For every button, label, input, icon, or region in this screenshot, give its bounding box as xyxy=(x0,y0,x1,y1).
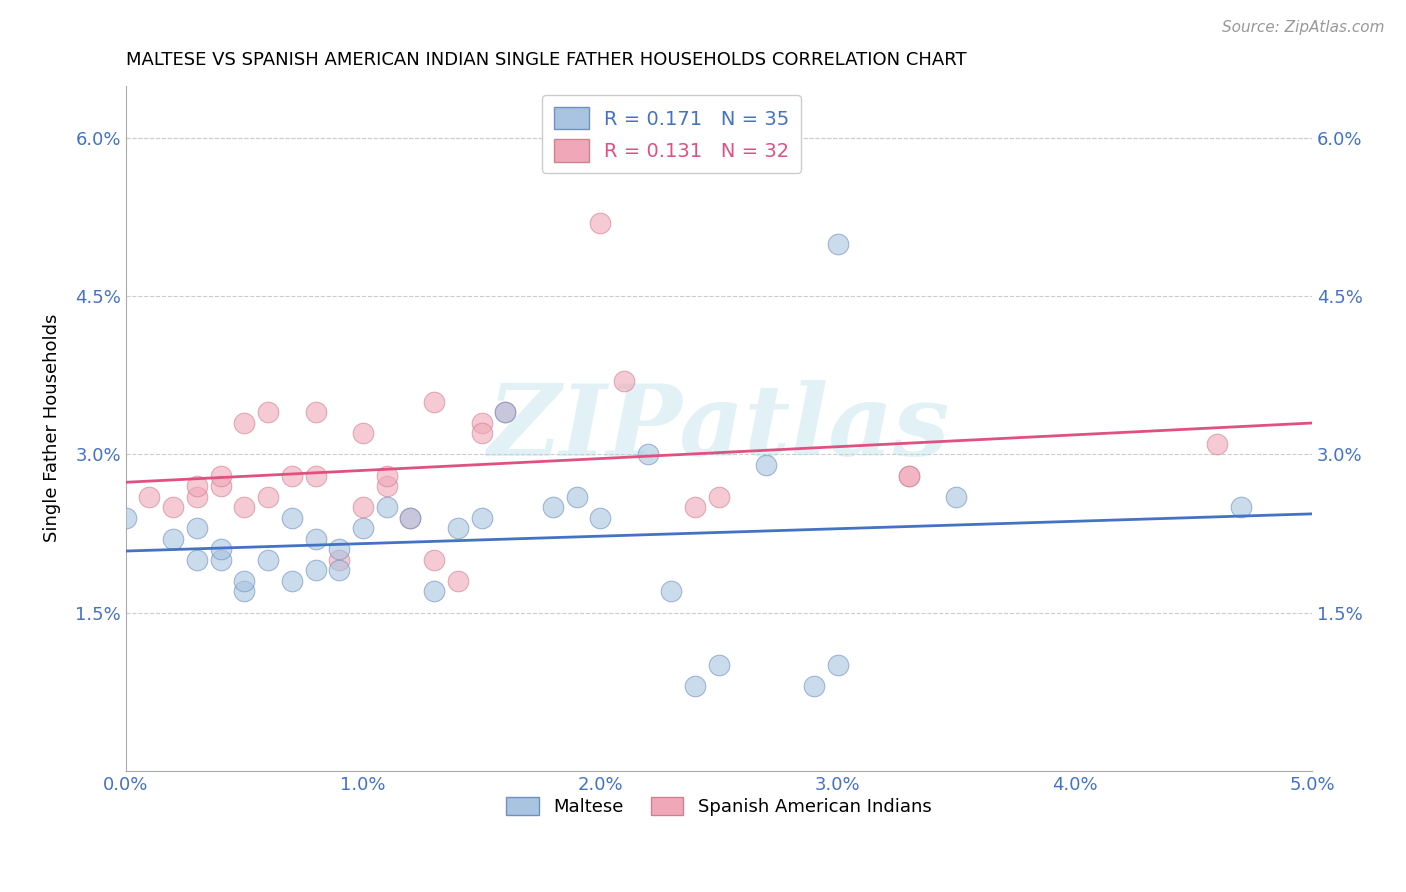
Point xyxy=(375,468,398,483)
Point xyxy=(233,574,256,588)
Point xyxy=(162,500,184,515)
Point xyxy=(304,563,326,577)
Point xyxy=(589,215,612,229)
Point xyxy=(328,553,350,567)
Point xyxy=(233,584,256,599)
Y-axis label: Single Father Households: Single Father Households xyxy=(44,314,60,542)
Point xyxy=(138,490,160,504)
Point xyxy=(257,490,280,504)
Point xyxy=(209,468,232,483)
Point xyxy=(186,490,208,504)
Point xyxy=(827,236,849,251)
Point xyxy=(375,479,398,493)
Text: ZIPatlas: ZIPatlas xyxy=(488,380,950,476)
Point xyxy=(281,574,304,588)
Point xyxy=(257,405,280,419)
Point xyxy=(233,416,256,430)
Point xyxy=(565,490,588,504)
Point xyxy=(447,574,470,588)
Point xyxy=(707,658,730,673)
Point xyxy=(613,374,636,388)
Point xyxy=(423,553,446,567)
Legend: Maltese, Spanish American Indians: Maltese, Spanish American Indians xyxy=(499,789,939,823)
Point xyxy=(637,447,659,461)
Point xyxy=(1206,437,1229,451)
Point xyxy=(1230,500,1253,515)
Point xyxy=(447,521,470,535)
Point xyxy=(162,532,184,546)
Point xyxy=(114,510,136,524)
Point xyxy=(707,490,730,504)
Point xyxy=(281,510,304,524)
Point xyxy=(399,510,422,524)
Point xyxy=(494,405,516,419)
Point xyxy=(209,479,232,493)
Point xyxy=(423,394,446,409)
Point xyxy=(897,468,920,483)
Point xyxy=(399,510,422,524)
Point xyxy=(186,479,208,493)
Point xyxy=(661,584,683,599)
Point xyxy=(897,468,920,483)
Point xyxy=(683,500,706,515)
Point xyxy=(683,679,706,693)
Point xyxy=(186,521,208,535)
Point xyxy=(328,542,350,557)
Text: Source: ZipAtlas.com: Source: ZipAtlas.com xyxy=(1222,20,1385,35)
Point xyxy=(494,405,516,419)
Point xyxy=(257,553,280,567)
Point xyxy=(589,510,612,524)
Point xyxy=(352,500,374,515)
Point xyxy=(541,500,564,515)
Point xyxy=(209,542,232,557)
Point xyxy=(803,679,825,693)
Point xyxy=(209,553,232,567)
Text: MALTESE VS SPANISH AMERICAN INDIAN SINGLE FATHER HOUSEHOLDS CORRELATION CHART: MALTESE VS SPANISH AMERICAN INDIAN SINGL… xyxy=(125,51,966,69)
Point xyxy=(352,426,374,441)
Point xyxy=(281,468,304,483)
Point xyxy=(375,500,398,515)
Point xyxy=(471,426,494,441)
Point xyxy=(945,490,967,504)
Point xyxy=(471,416,494,430)
Point xyxy=(233,500,256,515)
Point xyxy=(755,458,778,472)
Point xyxy=(186,553,208,567)
Point xyxy=(328,563,350,577)
Point xyxy=(827,658,849,673)
Point xyxy=(304,468,326,483)
Point xyxy=(471,510,494,524)
Point xyxy=(352,521,374,535)
Point xyxy=(304,532,326,546)
Point xyxy=(423,584,446,599)
Point xyxy=(304,405,326,419)
